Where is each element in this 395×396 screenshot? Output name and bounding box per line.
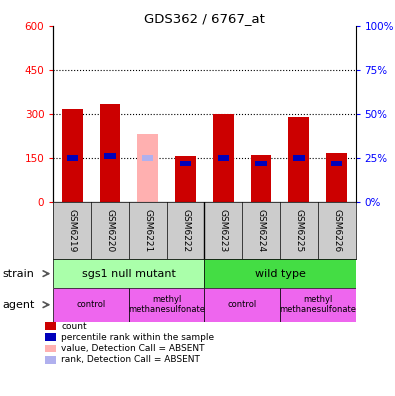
Bar bbox=[137, 134, 158, 202]
Text: GSM6219: GSM6219 bbox=[68, 209, 77, 252]
Bar bbox=[326, 154, 347, 202]
Text: sgs1 null mutant: sgs1 null mutant bbox=[82, 268, 176, 279]
Text: GSM6224: GSM6224 bbox=[257, 209, 265, 252]
Text: methyl
methanesulfonate: methyl methanesulfonate bbox=[128, 295, 205, 314]
Text: percentile rank within the sample: percentile rank within the sample bbox=[61, 333, 214, 342]
Bar bbox=[100, 104, 120, 202]
Bar bbox=[205, 288, 280, 322]
Bar bbox=[256, 160, 267, 166]
Text: methyl
methanesulfonate: methyl methanesulfonate bbox=[279, 295, 356, 314]
Text: GSM6222: GSM6222 bbox=[181, 209, 190, 252]
Bar bbox=[175, 156, 196, 202]
Text: GSM6220: GSM6220 bbox=[105, 209, 115, 252]
Bar bbox=[53, 288, 129, 322]
Bar bbox=[251, 155, 271, 202]
Text: control: control bbox=[228, 300, 257, 309]
Text: rank, Detection Call = ABSENT: rank, Detection Call = ABSENT bbox=[61, 355, 200, 364]
Text: GSM6226: GSM6226 bbox=[332, 209, 341, 252]
Text: agent: agent bbox=[2, 300, 34, 310]
Bar bbox=[180, 160, 191, 166]
Text: GSM6225: GSM6225 bbox=[294, 209, 303, 252]
Text: count: count bbox=[61, 322, 87, 331]
Bar bbox=[53, 259, 205, 288]
Text: GSM6223: GSM6223 bbox=[219, 209, 228, 252]
Bar bbox=[66, 155, 78, 160]
Bar bbox=[218, 155, 229, 160]
Bar bbox=[288, 117, 309, 202]
Bar bbox=[213, 114, 234, 202]
Text: control: control bbox=[77, 300, 106, 309]
Bar bbox=[293, 155, 305, 160]
Bar bbox=[331, 160, 342, 166]
Text: wild type: wild type bbox=[254, 268, 305, 279]
Bar bbox=[205, 259, 356, 288]
Bar bbox=[280, 288, 356, 322]
Bar bbox=[104, 154, 116, 159]
Text: value, Detection Call = ABSENT: value, Detection Call = ABSENT bbox=[61, 344, 205, 353]
Bar bbox=[129, 288, 205, 322]
Text: strain: strain bbox=[2, 268, 34, 279]
Text: GSM6221: GSM6221 bbox=[143, 209, 152, 252]
Bar bbox=[62, 109, 83, 202]
Title: GDS362 / 6767_at: GDS362 / 6767_at bbox=[144, 11, 265, 25]
Bar bbox=[142, 155, 153, 160]
